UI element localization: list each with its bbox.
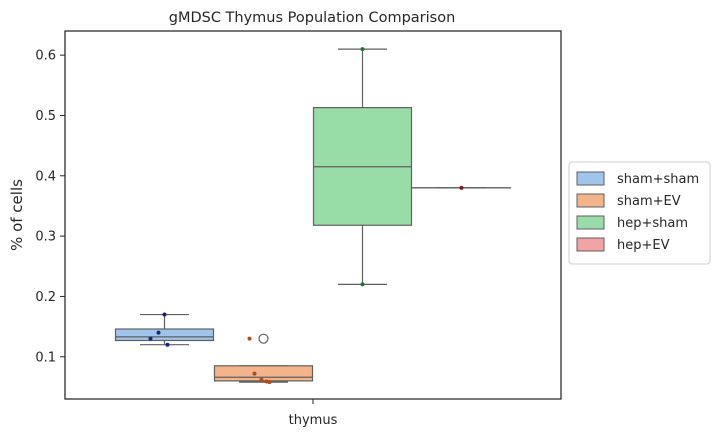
box-hep-sham	[312, 47, 413, 287]
y-tick-label: 0.2	[35, 290, 56, 305]
legend-label: sham+sham	[617, 172, 699, 187]
data-point	[165, 342, 170, 347]
y-axis-title: % of cells	[8, 179, 26, 251]
legend-label: sham+EV	[617, 194, 681, 209]
data-point	[156, 330, 161, 335]
data-point	[360, 282, 365, 287]
data-point	[162, 312, 167, 317]
legend-swatch	[576, 193, 605, 208]
data-point	[360, 47, 365, 52]
legend-swatch	[576, 237, 605, 252]
data-point	[267, 380, 272, 385]
legend-label: hep+sham	[617, 216, 688, 231]
box-hep-ev	[411, 185, 512, 190]
y-tick-label: 0.6	[35, 49, 56, 64]
x-axis-ticks: thymus	[289, 399, 338, 428]
plot-area	[64, 30, 562, 400]
data-point	[259, 377, 264, 382]
data-point	[252, 371, 257, 376]
box-body	[114, 328, 215, 342]
legend: sham+sham sham+EV hep+sham hep+EV	[568, 161, 711, 265]
legend-label: hep+EV	[617, 238, 670, 253]
legend-swatch	[576, 171, 605, 186]
y-tick-label: 0.3	[35, 230, 56, 245]
data-point	[264, 379, 269, 384]
y-axis-ticks: 0.1 0.2 0.3 0.4 0.5 0.6	[35, 49, 65, 365]
y-tick-label: 0.1	[35, 350, 56, 365]
y-tick-label: 0.5	[35, 109, 56, 124]
box-body	[213, 365, 314, 382]
chart-title: gMDSC Thymus Population Comparison	[169, 10, 456, 26]
outlier-point	[258, 333, 269, 344]
box-sham-sham	[114, 312, 215, 347]
data-point	[148, 336, 153, 341]
data-point	[247, 336, 252, 341]
x-tick-label: thymus	[289, 413, 338, 428]
box-sham-ev	[213, 333, 314, 385]
data-point	[459, 185, 464, 190]
legend-swatch	[576, 215, 605, 230]
y-tick-label: 0.4	[35, 169, 56, 184]
